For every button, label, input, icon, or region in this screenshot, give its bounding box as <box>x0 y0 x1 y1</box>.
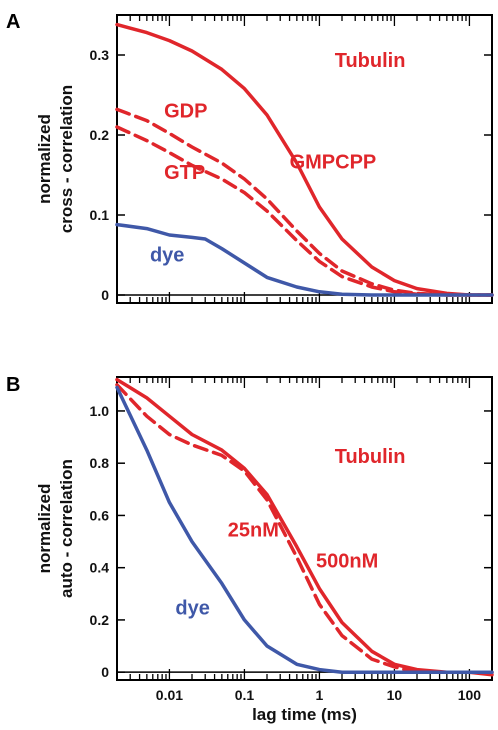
x-tick-label: 100 <box>458 687 482 703</box>
y-axis-title-line: normalized <box>35 484 54 574</box>
annotation-label: Tubulin <box>335 50 406 72</box>
chart-panel-B: B 0 0.2 0.4 0.6 0.8 1.0 0.01 0.1 1 10 100 normalized… <box>6 374 494 724</box>
y-tick-label: 0.6 <box>90 507 110 523</box>
y-tick-label: 0.1 <box>90 207 110 223</box>
annotation-label: GDP <box>164 100 207 122</box>
y-axis-title-line: normalized <box>35 114 54 204</box>
plot-frame <box>116 376 493 681</box>
y-tick-label: 0.2 <box>90 127 110 143</box>
y-tick-label: 0.2 <box>90 612 110 628</box>
y-tick-label: 0 <box>101 664 109 680</box>
y-tick-label: 1.0 <box>90 403 110 419</box>
panel-letter: B <box>6 374 20 396</box>
x-tick-label: 10 <box>387 687 403 703</box>
annotation-label: Tubulin <box>335 446 406 468</box>
series-line-3 <box>115 222 494 297</box>
annotation-label: dye <box>150 244 184 266</box>
annotation-label: 500nM <box>316 551 378 573</box>
y-tick-label: 0.8 <box>90 455 110 471</box>
series-line-1 <box>115 383 494 674</box>
y-axis-title-line: auto - correlation <box>57 459 76 598</box>
y-axis-title-line: cross - correlation <box>57 85 76 233</box>
x-axis-title: lag time (ms) <box>252 705 357 724</box>
y-tick-label: 0 <box>101 287 109 303</box>
annotation-label: GMPCPP <box>290 152 377 174</box>
x-tick-label: 0.01 <box>156 687 183 703</box>
series-line-1 <box>115 107 494 297</box>
series-line-0 <box>115 377 494 677</box>
series-line-2 <box>115 385 494 674</box>
y-tick-label: 0.4 <box>90 560 110 576</box>
x-tick-label: 1 <box>316 687 324 703</box>
y-tick-label: 0.3 <box>90 47 110 63</box>
panel-letter: A <box>6 11 20 33</box>
x-tick-label: 0.1 <box>235 687 255 703</box>
annotation-label: dye <box>175 598 209 620</box>
annotation-label: 25nM <box>228 519 279 541</box>
plot-frame <box>116 14 493 304</box>
series-line-0 <box>115 22 494 297</box>
annotation-label: GTP <box>164 162 205 184</box>
chart-panel-A: A 0 0.1 0.2 0.3 normalized cross - correlation… <box>6 11 494 304</box>
